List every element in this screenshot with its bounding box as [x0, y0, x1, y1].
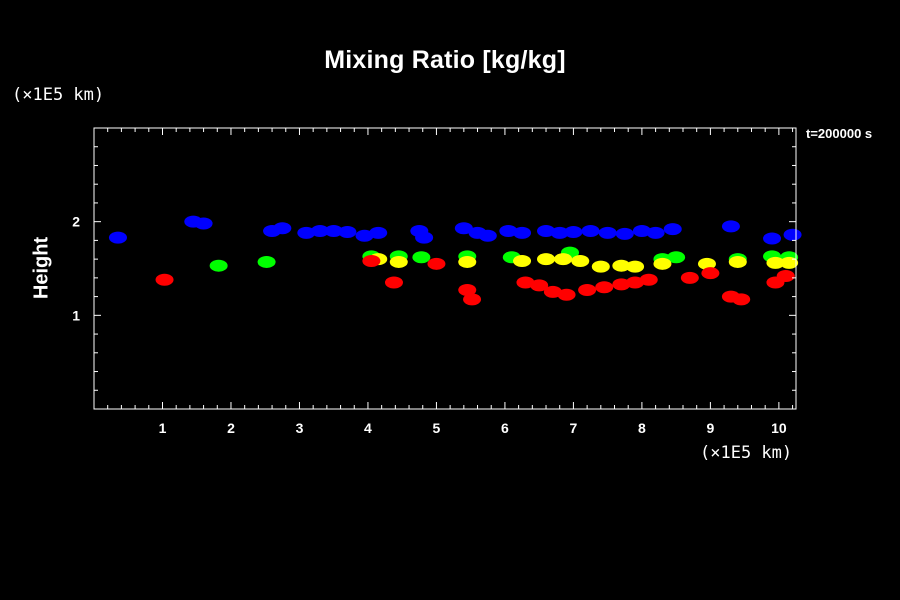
x-tick-label-4: 4	[364, 420, 372, 436]
data-patch-s0-p19	[550, 226, 569, 239]
data-patch-s0-p6	[311, 225, 330, 238]
y-tick-label-1: 1	[72, 307, 80, 323]
data-patch-s0-p25	[646, 226, 665, 239]
x-tick-label-3: 3	[296, 420, 304, 436]
data-patch-s3-p9	[557, 288, 576, 301]
data-patch-s0-p13	[454, 222, 473, 235]
data-patch-s0-p18	[537, 225, 556, 238]
data-patch-s0-p17	[513, 226, 532, 239]
data-patch-s1-p1	[257, 255, 276, 268]
data-patch-s3-p3	[458, 284, 477, 297]
data-patch-s0-p23	[615, 227, 634, 240]
data-patch-s3-p5	[427, 257, 446, 270]
axes: 1 2 3 4 5 6 7 8 9 10 1 2	[72, 128, 796, 436]
data-patch-s3-p8	[543, 285, 562, 298]
data-patch-s0-p16	[499, 225, 518, 238]
x-tick-label-6: 6	[501, 420, 509, 436]
data-patch-s3-p4	[463, 293, 482, 306]
x-tick-label-1: 1	[159, 420, 167, 436]
data-patch-s2-p1	[389, 255, 408, 268]
data-patch-s0-p24	[632, 225, 651, 238]
data-patch-s2-p9	[626, 260, 645, 273]
data-patch-s3-p11	[595, 281, 614, 294]
data-patch-s2-p8	[612, 259, 631, 272]
data-patch-s0-p0	[108, 231, 127, 244]
data-patch-s3-p6	[516, 276, 535, 289]
data-patch-s1-p4	[412, 251, 431, 264]
data-patch-s0-p12	[415, 231, 434, 244]
x-tick-label-8: 8	[638, 420, 646, 436]
data-patch-s2-p11	[697, 257, 716, 270]
data-patch-s2-p6	[571, 255, 590, 268]
data-patch-s0-p15	[478, 229, 497, 242]
x-tick-label-2: 2	[227, 420, 235, 436]
data-patch-s2-p4	[537, 253, 556, 266]
data-patch-s2-p13	[766, 256, 785, 269]
x-tick-label-5: 5	[433, 420, 441, 436]
data-patch-s0-p9	[355, 229, 374, 242]
data-patch-s0-p27	[721, 220, 740, 233]
x-tick-label-7: 7	[570, 420, 578, 436]
data-patch-s3-p2	[384, 276, 403, 289]
plot-marks	[108, 215, 802, 306]
data-patch-s0-p7	[324, 225, 343, 238]
data-patch-s0-p26	[663, 223, 682, 236]
data-patch-s3-p16	[701, 267, 720, 280]
y-tick-label-2: 2	[72, 214, 80, 230]
time-label: t=200000 s	[806, 126, 873, 141]
data-patch-s0-p10	[369, 226, 388, 239]
data-patch-s1-p0	[209, 259, 228, 272]
x-tick-label-9: 9	[706, 420, 714, 436]
x-tick-label-10: 10	[771, 420, 787, 436]
data-patch-s3-p0	[155, 273, 174, 286]
plot-frame	[93, 127, 797, 410]
data-patch-s3-p18	[732, 293, 751, 306]
chart-title: Mixing Ratio [kg/kg]	[324, 46, 566, 74]
y-axis-unit: (×1E5 km)	[12, 85, 105, 105]
data-patch-s3-p20	[776, 269, 795, 282]
x-axis-unit: (×1E5 km)	[700, 443, 793, 463]
data-patch-s0-p8	[338, 225, 357, 238]
data-patch-s2-p3	[513, 255, 532, 268]
data-patch-s3-p13	[626, 276, 645, 289]
data-patch-s0-p28	[763, 232, 782, 245]
data-patch-s0-p20	[564, 225, 583, 238]
data-patch-s0-p22	[598, 226, 617, 239]
data-patch-s2-p5	[554, 253, 573, 266]
data-patch-s3-p15	[680, 271, 699, 284]
data-patch-s0-p5	[297, 226, 316, 239]
data-patch-s3-p14	[639, 273, 658, 286]
data-patch-s0-p29	[783, 228, 802, 241]
data-patch-s3-p12	[612, 278, 631, 291]
data-patch-s2-p14	[780, 256, 799, 269]
data-patch-s0-p2	[194, 217, 213, 230]
data-patch-s1-p9	[667, 251, 686, 264]
data-patch-s3-p10	[578, 284, 597, 297]
data-patch-s2-p2	[458, 255, 477, 268]
data-patch-s2-p12	[728, 255, 747, 268]
data-patch-s2-p10	[653, 257, 672, 270]
data-patch-s3-p7	[530, 279, 549, 292]
data-patch-s2-p7	[591, 260, 610, 273]
data-patch-s0-p21	[581, 225, 600, 238]
data-patch-s3-p1	[362, 255, 381, 268]
data-patch-s0-p4	[273, 222, 292, 235]
